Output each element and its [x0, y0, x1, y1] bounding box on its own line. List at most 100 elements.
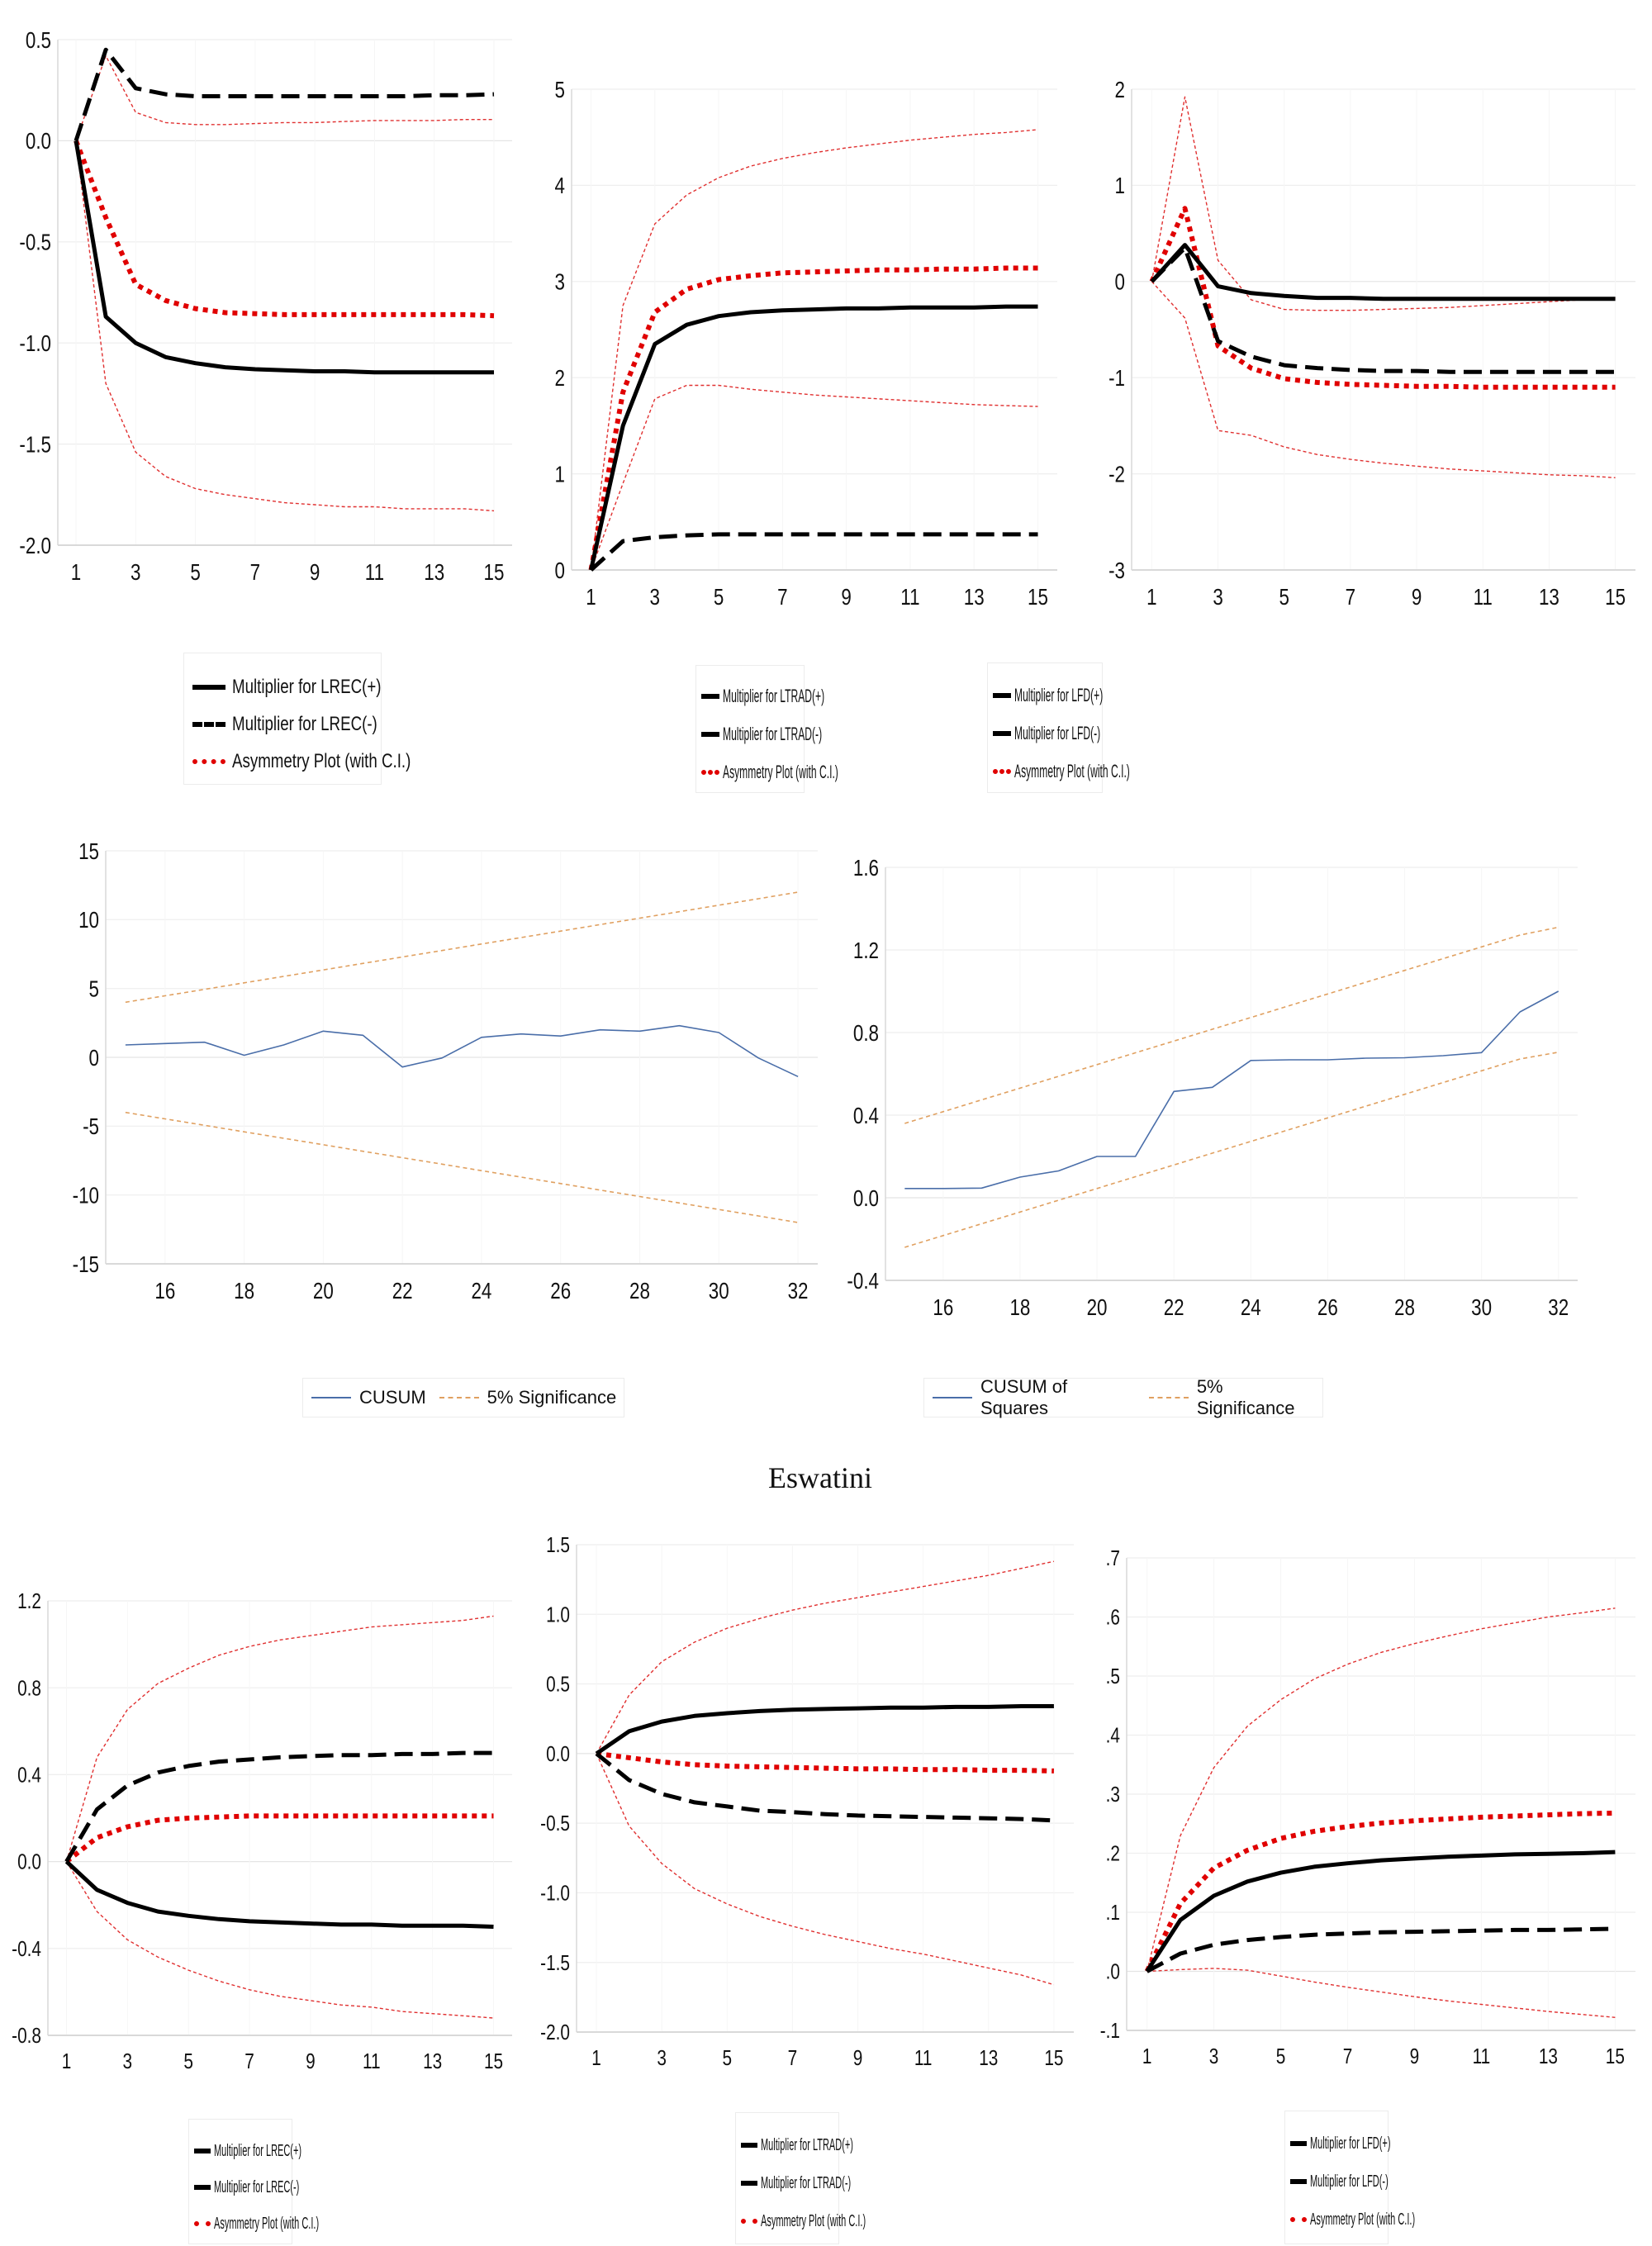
x-tick-label: 5 [714, 585, 724, 610]
chart-top-lrec: -2.0 -1.5 -1.0 -0.5 0.0 0.5 1 3 5 7 9 11 13 15 [0, 17, 529, 595]
series-line-5-significance-lower [125, 1111, 799, 1223]
series-line-multiplier-for-lrec [64, 1750, 494, 1863]
legend-label: CUSUM [359, 1387, 426, 1408]
legend-label: Asymmetry Plot (with C.I.) [214, 2214, 320, 2233]
x-tick-label: 13 [423, 2049, 442, 2073]
y-tick-label: 1.2 [853, 938, 879, 964]
y-tick-label: -0.5 [19, 230, 51, 255]
legend-cusum-squares: CUSUM of Squares 5% Significance [923, 1376, 1323, 1418]
x-tick-label: 20 [1087, 1295, 1108, 1321]
y-tick-label: -10 [73, 1183, 99, 1208]
y-tick-label: 0 [555, 558, 565, 584]
x-tick-label: 13 [424, 560, 444, 586]
solid-line-swatch-icon [993, 693, 1011, 698]
x-tick-label: 20 [313, 1279, 334, 1304]
legend-label: Multiplier for LFD(-) [1310, 2172, 1389, 2191]
y-tick-label: 0.0 [17, 1850, 41, 1874]
chart-top-ltrad: 0 1 2 3 4 5 1 3 5 7 9 11 13 15 [537, 66, 1074, 620]
x-tick-label: 1 [586, 585, 596, 610]
chart-bottom-lrec: -0.8 -0.4 0.0 0.4 0.8 1.2 1 3 5 7 9 11 13 15 [0, 1553, 529, 2082]
x-tick-label: 5 [190, 560, 200, 586]
series-line-5-significance [125, 891, 799, 1004]
x-tick-label: 11 [363, 2049, 381, 2073]
y-tick-label: 0.4 [853, 1104, 879, 1129]
x-tick-label: 3 [1213, 585, 1222, 610]
y-tick-label: .2 [1106, 1841, 1120, 1865]
chart-cusum: -15 -10 -5 0 5 10 15 16 18 20 22 24 26 28 30 32 [33, 826, 826, 1338]
series-line-lower-c-i [590, 384, 1038, 571]
y-tick-label: .5 [1106, 1664, 1120, 1688]
x-tick-label: 1 [62, 2049, 72, 2073]
legend-item: Asymmetry Plot (with C.I.) [1290, 2201, 1415, 2239]
legend-item: Multiplier for LTRAD(+) [741, 2126, 853, 2164]
blue-line-swatch-icon [311, 1397, 351, 1398]
legend-top-lrec: Multiplier for LREC(+) Multiplier for LR… [183, 653, 411, 785]
series-line-cusum-of-squares [904, 990, 1559, 1189]
legend-label: Multiplier for LTRAD(-) [723, 724, 823, 744]
y-tick-label: 1.6 [853, 856, 879, 881]
legend-item: Multiplier for LTRAD(-) [741, 2164, 851, 2202]
y-tick-label: -0.8 [12, 2024, 41, 2048]
x-tick-label: 16 [933, 1295, 953, 1321]
legend-item: Multiplier for LTRAD(-) [701, 715, 822, 753]
y-tick-label: .6 [1106, 1605, 1120, 1629]
y-tick-label: 3 [555, 269, 565, 295]
x-tick-label: 24 [471, 1279, 491, 1304]
x-tick-label: 5 [183, 2049, 193, 2073]
x-tick-label: 11 [1473, 2044, 1491, 2068]
x-tick-label: 15 [1605, 585, 1626, 610]
series-line-upper-c-i [65, 1615, 494, 1862]
y-tick-label: .4 [1106, 1723, 1120, 1747]
series-line-5-significance-lower [904, 1052, 1559, 1248]
x-tick-label: 26 [1317, 1295, 1338, 1321]
chart-bottom-lfd-svg: -.1.0.1.2.3.4.5.6.71 3 5 7 9 11 13 15 [1100, 1546, 1635, 2068]
y-tick-label: -.1 [1100, 2019, 1120, 2043]
legend-label: CUSUM of Squares [980, 1376, 1068, 1418]
x-tick-label: 7 [777, 585, 787, 610]
legend-item: Asymmetry Plot (with C.I.) [701, 753, 838, 791]
y-tick-label: 1.5 [546, 1533, 570, 1557]
section-title: Eswatini [768, 1461, 872, 1494]
y-tick-label: -1.0 [19, 331, 51, 357]
x-tick-label: 1 [1146, 585, 1156, 610]
y-tick-label: 10 [78, 908, 99, 933]
chart-bottom-ltrad: -2.0 -1.5 -1.0 -0.5 0.0 0.5 1.0 1.5 1 3 5 7 9 11 13 15 [520, 1520, 1090, 2082]
y-tick-label: 2 [555, 366, 565, 392]
series-line-asymmetry-plot-with-c-i [64, 1813, 494, 1864]
legend-item: Asymmetry Plot (with C.I.) [192, 743, 411, 780]
x-tick-label: 22 [392, 1279, 413, 1304]
series-line-upper-c-i [596, 1560, 1055, 1755]
legend-bottom-ltrad: Multiplier for LTRAD(+) Multiplier for L… [735, 2112, 866, 2244]
dotted-line-swatch-icon [993, 769, 1011, 774]
legend-item: Multiplier for LFD(-) [993, 715, 1102, 753]
x-tick-label: 22 [1164, 1295, 1184, 1321]
y-tick-label: -15 [73, 1252, 99, 1278]
series-line-5-significance [904, 926, 1559, 1124]
series-line-upper-c-i [75, 55, 494, 141]
series-line-lower-c-i [1151, 281, 1616, 478]
y-tick-label: 0.5 [26, 28, 51, 54]
solid-line-swatch-icon [192, 684, 225, 690]
y-tick-label: .1 [1106, 1901, 1120, 1925]
y-tick-label: -0.4 [12, 1937, 41, 1961]
x-tick-label: 1 [71, 560, 81, 586]
dotted-line-swatch-icon [741, 2219, 757, 2224]
x-tick-label: 3 [1209, 2044, 1219, 2068]
x-tick-label: 24 [1241, 1295, 1261, 1321]
x-tick-label: 15 [484, 2049, 503, 2073]
legend-item: Asymmetry Plot (with C.I.) [741, 2202, 866, 2240]
legend-label: Asymmetry Plot (with C.I.) [1310, 2210, 1416, 2229]
y-tick-label: -1.0 [540, 1881, 570, 1905]
y-tick-label: 0.0 [853, 1186, 879, 1212]
x-tick-label: 1 [1142, 2044, 1152, 2068]
series-line-asymmetry-plot-with-c-i [74, 140, 495, 319]
series-line-multiplier-for-ltrad [595, 1751, 1055, 1823]
x-tick-label: 32 [788, 1279, 809, 1304]
series-line-multiplier-for-lfd [1146, 1926, 1616, 1973]
x-tick-label: 7 [244, 2049, 254, 2073]
legend-label: Multiplier for LREC(+) [214, 2141, 302, 2160]
x-tick-label: 15 [484, 560, 505, 586]
legend-bottom-lrec: Multiplier for LREC(+) Multiplier for LR… [188, 2119, 319, 2244]
legend-item: Multiplier for LFD(+) [1290, 2125, 1390, 2163]
